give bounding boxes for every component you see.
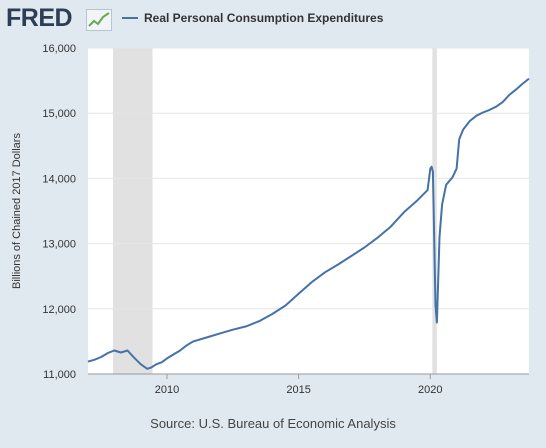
y-tick-label: 13,000 [42, 239, 76, 251]
fred-logo[interactable]: FRED [6, 4, 73, 32]
y-axis-label: Billions of Chained 2017 Dollars [11, 133, 23, 289]
x-axis-ticks: 2010 2015 2020 [155, 374, 443, 396]
series-line [87, 77, 530, 370]
legend-swatch [122, 17, 138, 19]
y-tick-label: 16,000 [42, 43, 76, 55]
y-tick-label: 14,000 [42, 173, 76, 185]
plot-background [88, 48, 529, 374]
legend: Real Personal Consumption Expenditures [122, 11, 383, 25]
fred-graph-icon [86, 9, 112, 31]
x-tick-label: 2015 [286, 384, 310, 396]
y-tick-label: 12,000 [42, 304, 76, 316]
recession-band-0 [113, 48, 153, 374]
y-tick-label: 11,000 [43, 369, 76, 381]
gridlines [88, 47, 529, 375]
legend-label: Real Personal Consumption Expenditures [144, 11, 384, 25]
y-axis-ticks: 11,000 12,000 13,000 14,000 15,000 16,000 [42, 43, 76, 381]
chart-header: FRED Real Personal Consumption Expenditu… [0, 0, 546, 40]
y-tick-label: 15,000 [42, 108, 76, 120]
x-tick-label: 2010 [155, 384, 179, 396]
source-note: Source: U.S. Bureau of Economic Analysis [150, 416, 396, 431]
x-tick-label: 2020 [418, 384, 442, 396]
